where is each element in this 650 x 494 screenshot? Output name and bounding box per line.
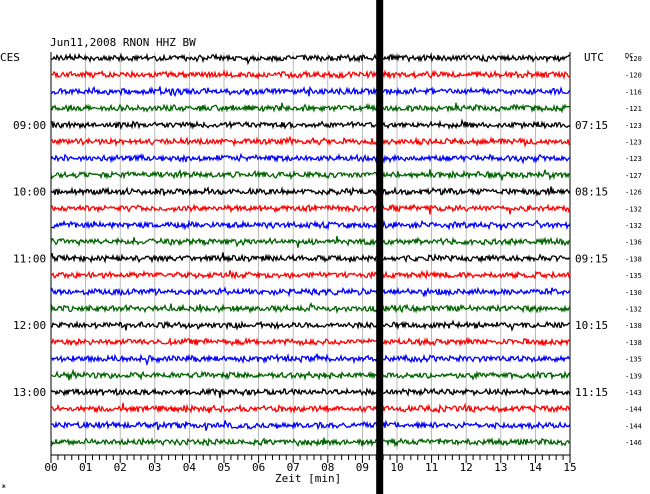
left-hour-label: 10:00: [13, 186, 46, 199]
dc-offset-label: -116: [625, 88, 642, 96]
dc-offset-label: -146: [625, 439, 642, 447]
seismic-trace: [50, 219, 571, 231]
dc-offset-label: -135: [625, 356, 642, 364]
event-marker-group: [376, 0, 384, 494]
dc-offset-label: -138: [625, 322, 642, 330]
x-tick-label: 13: [494, 461, 507, 474]
seismic-trace: [50, 252, 571, 264]
seismic-trace: [50, 368, 571, 381]
seismic-trace: [50, 402, 571, 415]
dc-offset-label: -120: [625, 55, 642, 63]
right-hour-label: 10:15: [575, 319, 608, 332]
right-hour-label: 08:15: [575, 186, 608, 199]
x-tick-label: 05: [217, 461, 230, 474]
x-axis-label: Zeit [min]: [275, 472, 341, 485]
right-hour-label: 07:15: [575, 119, 608, 132]
seismic-trace: [50, 353, 571, 367]
seismic-trace: [50, 102, 571, 114]
dc-offset-label: -135: [625, 272, 642, 280]
seismic-trace: [50, 118, 571, 131]
dc-offset-header: DC: [625, 52, 633, 60]
dc-offset-label: -127: [625, 172, 642, 180]
seismic-trace: [50, 235, 571, 248]
x-tick-label: 09: [356, 461, 369, 474]
x-tick-label: 04: [183, 461, 197, 474]
dc-offset-label: -132: [625, 205, 642, 213]
x-tick-label: 01: [79, 461, 92, 474]
dc-offset-label: -130: [625, 289, 642, 297]
chart-title: Jun11,2008 RNON HHZ BW: [50, 36, 196, 49]
dc-offset-label: -126: [625, 189, 642, 197]
left-hour-label: 13:00: [13, 386, 46, 399]
seismic-trace: [50, 69, 571, 80]
dc-offset-label: -132: [625, 222, 642, 230]
seismic-trace: [50, 52, 571, 66]
left-timezone-label: CES: [0, 51, 20, 64]
hour-labels: 09:00 10:00 11:00 12:00 13:00 07:15 08:15 09:15…: [13, 119, 608, 399]
dc-offset-label: -121: [625, 105, 642, 113]
dc-offset-label: -132: [625, 306, 642, 314]
x-tick-label: 10: [390, 461, 403, 474]
x-tick-label: 07: [287, 461, 300, 474]
right-hour-label: 09:15: [575, 252, 608, 265]
seismic-trace: [50, 301, 571, 315]
dc-offset-label: -123: [625, 155, 642, 163]
seismic-trace: [50, 286, 571, 298]
dc-offset-label: -138: [625, 339, 642, 347]
x-tick-label: 08: [321, 461, 334, 474]
right-hour-label: 11:15: [575, 386, 608, 399]
seismic-trace: [50, 269, 571, 281]
event-marker: [376, 0, 384, 494]
dc-offset-label: -143: [625, 389, 642, 397]
dc-offset-label: -139: [625, 372, 642, 380]
dc-offset-label: -120: [625, 72, 642, 80]
seismic-traces: [50, 52, 571, 448]
left-hour-label: 09:00: [13, 119, 46, 132]
dc-offset-label: -123: [625, 139, 642, 147]
x-tick-label: 11: [425, 461, 438, 474]
seismic-trace: [50, 152, 571, 165]
seismic-trace: [50, 168, 571, 181]
x-tick-label: 15: [563, 461, 576, 474]
dc-offset-label: -144: [625, 406, 642, 414]
left-hour-label: 11:00: [13, 252, 46, 265]
dc-offset-label: -136: [625, 239, 642, 247]
seismic-trace: [50, 387, 571, 399]
x-tick-label: 00: [44, 461, 57, 474]
seismic-trace: [50, 419, 571, 431]
seismic-trace: [50, 319, 571, 332]
seismic-trace: [50, 186, 571, 197]
left-hour-label: 12:00: [13, 319, 46, 332]
x-tick-label: 14: [529, 461, 543, 474]
dc-offset-label: -138: [625, 255, 642, 263]
seismic-trace: [50, 336, 571, 347]
seismic-trace: [51, 135, 571, 148]
time-axis: 00 01 02 03 04 05 06 07 08 09 10 11 12 13 14 15: [44, 454, 577, 474]
dc-offset-label: -123: [625, 122, 642, 130]
seismic-trace: [50, 203, 571, 215]
footer-mark: ж: [2, 483, 6, 490]
dc-offset-label: -144: [625, 422, 642, 430]
right-timezone-label: UTC: [584, 51, 604, 64]
x-tick-label: 03: [148, 461, 161, 474]
x-tick-label: 02: [114, 461, 127, 474]
dc-offset-labels: -120 -120 -116 -121 -123 -123 -123 -127 -126 -132…: [625, 55, 642, 447]
x-tick-label: 12: [460, 461, 473, 474]
time-grid: [50, 52, 571, 455]
seismic-trace: [50, 436, 571, 448]
x-tick-label: 06: [252, 461, 265, 474]
seismic-trace: [50, 85, 571, 98]
